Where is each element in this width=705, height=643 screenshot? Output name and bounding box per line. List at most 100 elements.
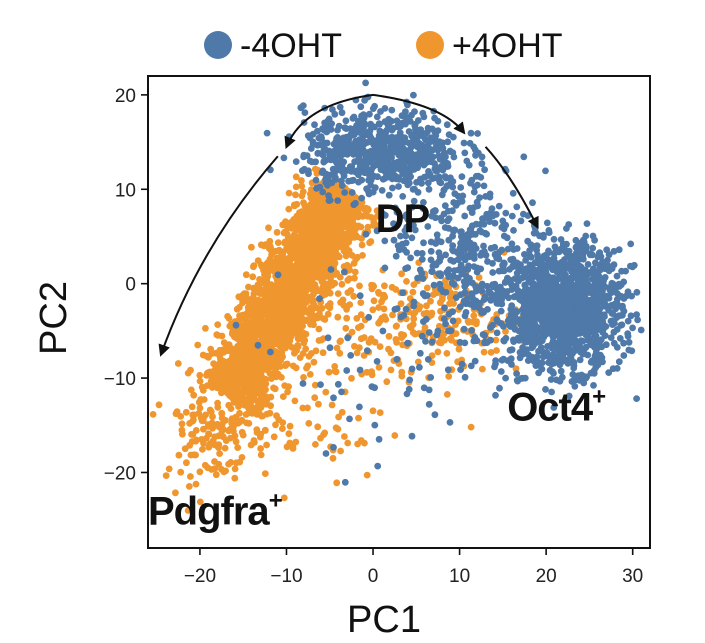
point-minus-4oht (393, 146, 401, 154)
point-minus-4oht (309, 141, 317, 148)
point-plus-4oht (239, 299, 246, 307)
point-plus-4oht (289, 240, 297, 247)
point-plus-4oht (351, 342, 358, 350)
point-minus-4oht (596, 343, 604, 350)
point-plus-4oht (239, 358, 247, 366)
point-plus-4oht (300, 290, 308, 298)
point-plus-4oht (261, 310, 268, 318)
point-minus-4oht (432, 132, 440, 140)
point-minus-4oht (319, 167, 327, 175)
point-minus-4oht (543, 219, 551, 227)
point-minus-4oht (602, 301, 609, 309)
point-plus-4oht (264, 302, 272, 310)
point-minus-4oht (329, 106, 336, 113)
point-minus-4oht (620, 352, 628, 359)
point-plus-4oht (284, 302, 292, 310)
point-minus-4oht (591, 352, 599, 360)
point-plus-4oht (441, 336, 448, 344)
point-plus-4oht (397, 331, 405, 338)
point-plus-4oht (332, 424, 340, 432)
point-minus-4oht (395, 183, 402, 190)
point-plus-4oht (149, 411, 157, 418)
point-plus-4oht (281, 318, 289, 325)
point-plus-4oht (381, 282, 388, 290)
point-plus-4oht (353, 315, 361, 322)
point-plus-4oht (214, 321, 222, 328)
point-minus-4oht (585, 304, 593, 311)
point-minus-4oht (431, 114, 438, 122)
point-plus-4oht (305, 420, 313, 427)
point-plus-4oht (340, 247, 348, 255)
point-minus-4oht (342, 117, 350, 125)
point-minus-4oht (590, 276, 598, 284)
point-plus-4oht (232, 350, 240, 358)
point-minus-4oht (368, 171, 376, 179)
point-plus-4oht (343, 314, 351, 322)
point-minus-4oht (415, 140, 423, 147)
point-minus-4oht (556, 337, 564, 345)
point-minus-4oht (583, 220, 591, 228)
point-plus-4oht (452, 330, 460, 337)
point-plus-4oht (338, 229, 346, 237)
point-plus-4oht (172, 489, 179, 497)
point-plus-4oht (409, 288, 417, 296)
point-plus-4oht (410, 315, 418, 323)
point-plus-4oht (312, 240, 319, 248)
point-plus-4oht (352, 255, 360, 263)
point-plus-4oht (364, 206, 372, 214)
point-plus-4oht (312, 223, 320, 231)
point-plus-4oht (222, 417, 229, 424)
point-plus-4oht (250, 284, 257, 292)
point-minus-4oht (502, 209, 510, 217)
point-plus-4oht (324, 310, 332, 318)
point-plus-4oht (325, 368, 333, 376)
point-minus-4oht (599, 329, 607, 336)
point-minus-4oht (587, 369, 595, 377)
point-plus-4oht (305, 353, 313, 360)
point-plus-4oht (239, 431, 247, 439)
scatter-points (149, 79, 645, 514)
point-minus-4oht (596, 266, 604, 274)
point-minus-4oht (556, 361, 564, 369)
point-plus-4oht (185, 483, 193, 490)
point-plus-4oht (293, 215, 301, 222)
point-minus-4oht (525, 294, 533, 302)
point-plus-4oht (333, 344, 341, 352)
point-plus-4oht (455, 345, 463, 353)
point-minus-4oht (538, 365, 546, 373)
point-plus-4oht (286, 422, 294, 430)
point-plus-4oht (236, 418, 244, 426)
point-minus-4oht (314, 149, 322, 157)
point-minus-4oht (595, 273, 603, 281)
point-minus-4oht (517, 217, 525, 225)
point-minus-4oht (557, 236, 565, 243)
point-plus-4oht (225, 460, 233, 468)
point-plus-4oht (348, 374, 355, 382)
point-plus-4oht (211, 465, 219, 472)
point-plus-4oht (371, 338, 379, 346)
point-minus-4oht (612, 284, 620, 292)
point-plus-4oht (263, 276, 271, 284)
point-minus-4oht (629, 263, 636, 271)
point-plus-4oht (277, 287, 285, 295)
point-minus-4oht (444, 138, 452, 146)
point-minus-4oht (591, 236, 598, 244)
point-plus-4oht (270, 384, 277, 392)
point-minus-4oht (542, 251, 550, 259)
point-plus-4oht (332, 232, 339, 239)
legend: -4OHT +4OHT (204, 27, 563, 65)
point-plus-4oht (244, 381, 251, 388)
point-plus-4oht (298, 182, 306, 190)
point-minus-4oht (351, 158, 359, 166)
point-plus-4oht (271, 333, 279, 341)
point-plus-4oht (198, 383, 206, 391)
point-minus-4oht (510, 246, 517, 253)
point-minus-4oht (625, 346, 633, 354)
point-plus-4oht (427, 297, 434, 305)
point-minus-4oht (567, 355, 575, 362)
point-plus-4oht (192, 436, 200, 444)
point-plus-4oht (315, 193, 323, 200)
point-minus-4oht (367, 182, 375, 189)
point-plus-4oht (255, 361, 262, 368)
point-minus-4oht (354, 138, 362, 146)
